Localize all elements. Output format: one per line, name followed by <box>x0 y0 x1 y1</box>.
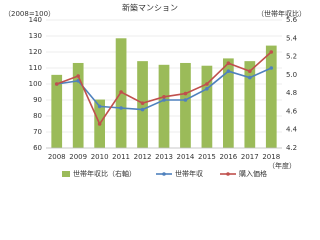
line-point <box>97 122 102 126</box>
y2-tick-label: 5.2 <box>286 53 297 61</box>
bar <box>51 74 63 148</box>
y-tick-label: 100 <box>29 80 42 88</box>
line-point <box>162 98 166 102</box>
bar <box>180 62 191 148</box>
y2-tick-label: 5.0 <box>286 71 297 79</box>
x-tick-label: 2009 <box>69 153 87 161</box>
line-point <box>226 61 231 65</box>
y2-tick-label: 4.8 <box>286 89 297 97</box>
bar <box>201 65 213 148</box>
legend-swatch <box>62 171 70 177</box>
line-point <box>248 69 252 73</box>
legend-swatch <box>162 172 166 176</box>
line-point <box>269 50 274 54</box>
y-tick-label: 110 <box>29 64 42 72</box>
x-tick-label: 2014 <box>177 153 195 161</box>
y-axis-label: （2008=100） <box>4 10 55 18</box>
y2-tick-label: 4.2 <box>286 144 297 152</box>
x-tick-label: 2015 <box>198 153 216 161</box>
bar <box>244 61 256 149</box>
y-tick-label: 60 <box>33 144 42 152</box>
line-point <box>248 75 252 80</box>
x-tick-label: 2013 <box>155 153 173 161</box>
x-tick-label: 2017 <box>241 153 259 161</box>
y2-tick-label: 4.4 <box>286 126 298 134</box>
x-tick-label: 2011 <box>112 153 130 161</box>
y-tick-label: 90 <box>33 96 42 104</box>
line-point <box>76 74 80 78</box>
y-tick-label: 140 <box>29 16 42 24</box>
bar <box>158 64 170 148</box>
bar <box>265 45 277 148</box>
x-tick-label: 2010 <box>91 153 109 161</box>
y-tick-label: 130 <box>29 32 42 40</box>
legend-label: 購入価格 <box>239 169 267 178</box>
line-point <box>140 107 145 112</box>
y-tick-label: 70 <box>33 128 42 136</box>
line-point <box>205 82 209 86</box>
line-point <box>226 69 231 73</box>
y-tick-label: 120 <box>29 48 42 56</box>
line-point <box>97 104 102 109</box>
line-point <box>205 87 209 91</box>
y2-tick-label: 4.6 <box>286 107 298 115</box>
x-tick-label: 2016 <box>219 153 237 161</box>
chart: 新築マンション （2008=100） （世帯年収比） （年度） 60 70 80 90… <box>4 3 306 179</box>
y2-tick-label: 5.6 <box>286 16 298 24</box>
y2-axis-label: （世帯年収比） <box>257 9 306 18</box>
bar <box>223 58 234 148</box>
line-point <box>140 101 145 105</box>
line-point <box>183 98 188 102</box>
x-tick-label: 2012 <box>134 153 152 161</box>
line-point <box>54 82 59 86</box>
x-tick-label: 2008 <box>48 153 66 161</box>
chart-title: 新築マンション <box>122 3 178 13</box>
line-point <box>119 106 123 110</box>
legend-label: 世帯年収 <box>175 169 203 178</box>
line-point <box>183 91 188 96</box>
bar <box>72 62 84 148</box>
line-point <box>162 95 166 99</box>
legend-label: 世帯年収比（右軸） <box>73 169 136 178</box>
x-axis-label: （年度） <box>268 161 296 170</box>
y-tick-label: 80 <box>33 112 42 120</box>
line-point <box>269 66 274 70</box>
x-tick-label: 2018 <box>262 153 280 161</box>
y2-tick-label: 5.4 <box>286 34 298 42</box>
line-point <box>119 90 123 94</box>
legend-swatch <box>226 172 230 176</box>
